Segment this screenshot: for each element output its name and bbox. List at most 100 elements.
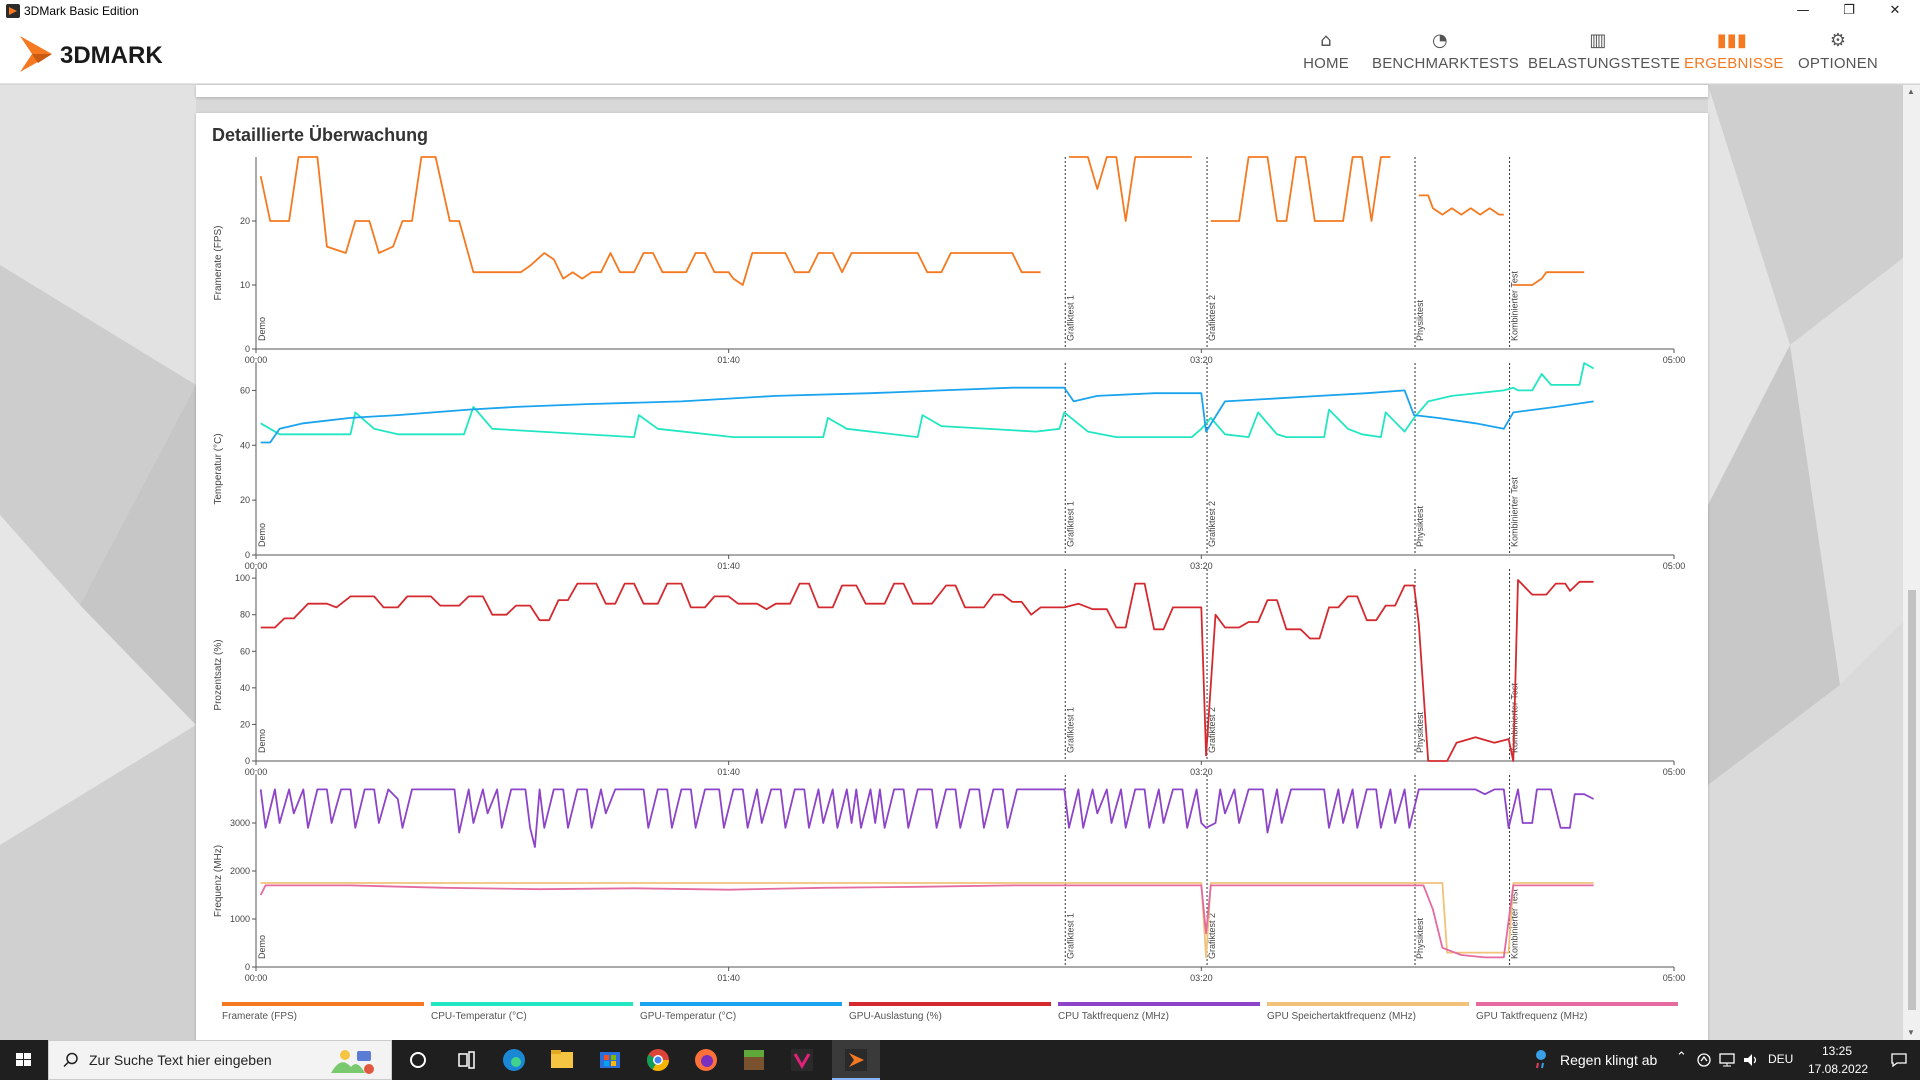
chart-1-y-axis-label: Temperatur (°C): [213, 433, 224, 504]
legend-item-label: GPU-Auslastung (%): [849, 1011, 942, 1022]
chart-2-y-tick-label: 40: [240, 683, 250, 693]
edge-icon[interactable]: [490, 1040, 538, 1080]
chart-2-y-tick-label: 60: [240, 646, 250, 656]
minecraft-icon[interactable]: [730, 1040, 778, 1080]
store-icon[interactable]: [586, 1040, 634, 1080]
chart-3-test-marker-label: Grafiktest 2: [1207, 913, 1217, 959]
chart-3-y-tick-label: 2000: [230, 866, 250, 876]
chrome-icon[interactable]: [634, 1040, 682, 1080]
legend-swatch: [1058, 1002, 1260, 1006]
chart-1-test-marker-label: Grafiktest 1: [1065, 501, 1075, 547]
gauge-icon: ◔: [1432, 30, 1448, 51]
legend-item-label: GPU Taktfrequenz (MHz): [1476, 1011, 1588, 1022]
taskbar-search-box[interactable]: Zur Suche Text hier eingeben: [48, 1040, 392, 1080]
search-icon: [63, 1052, 78, 1068]
3dmark-app-icon: [6, 4, 20, 18]
nav-optionen[interactable]: ⚙ OPTIONEN: [1796, 28, 1880, 82]
chart-0-series-0-line: [259, 156, 1041, 286]
chart-0-test-marker-label: Demo: [257, 317, 267, 341]
chart-0-x-tick-label: 05:00: [1663, 355, 1686, 365]
chart-1-x-tick-label: 03:20: [1190, 561, 1213, 571]
chart-1-x-tick-label: 05:00: [1663, 561, 1686, 571]
nav-belastungsteste-label: BELASTUNGSTESTE: [1528, 55, 1681, 72]
onedrive-icon[interactable]: [1696, 1052, 1712, 1068]
file-explorer-icon[interactable]: [538, 1040, 586, 1080]
gear-icon: ⚙: [1829, 30, 1847, 51]
chart-2-test-marker-label: Demo: [257, 729, 267, 753]
chart-3-series-2-line: [259, 884, 1594, 959]
nav-ergebnisse-label: ERGEBNISSE: [1684, 55, 1784, 72]
window-titlebar: 3DMark Basic Edition — ❐ ✕: [0, 0, 1920, 22]
nav-home-label: HOME: [1303, 55, 1349, 72]
chart-3-test-marker-label: Grafiktest 1: [1065, 913, 1075, 959]
chart-0-y-axis-label: Framerate (FPS): [213, 225, 224, 300]
task-view-icon[interactable]: [442, 1040, 490, 1080]
chart-2-y-tick-label: 80: [240, 610, 250, 620]
detailed-monitoring-card: Detaillierte Überwachung 0 10 20 Framerate …: [196, 113, 1708, 1040]
nav-belastungsteste[interactable]: ▥ BELASTUNGSTESTE: [1528, 28, 1681, 82]
volume-icon[interactable]: [1742, 1052, 1760, 1068]
language-indicator[interactable]: DEU: [1768, 1052, 1794, 1066]
chart-2-x-tick-label: 00:00: [245, 767, 268, 777]
chart-3-x-tick-label: 00:00: [245, 973, 268, 983]
3dmark-icon[interactable]: [832, 1040, 880, 1080]
home-icon: ⌂: [1320, 30, 1332, 51]
chart-1-y-tick-label: 20: [240, 495, 250, 505]
window-title: 3DMark Basic Edition: [24, 4, 139, 18]
restore-button[interactable]: ❐: [1843, 3, 1855, 18]
chart-2-test-marker-label: Physiktest: [1415, 711, 1425, 753]
chart-2-y-tick-label: 0: [245, 756, 250, 766]
minimize-button[interactable]: —: [1796, 3, 1810, 18]
previous-card: [196, 85, 1708, 97]
close-button[interactable]: ✕: [1889, 3, 1901, 18]
logo-text: 3DMARK: [60, 42, 163, 69]
legend-swatch: [1476, 1002, 1678, 1006]
scrollbar[interactable]: ▲ ▼: [1903, 85, 1920, 1040]
nav-home[interactable]: ⌂ HOME: [1296, 28, 1356, 82]
cortana-icon[interactable]: [394, 1040, 442, 1080]
windows-start-icon[interactable]: [0, 1040, 48, 1080]
nav-optionen-label: OPTIONEN: [1798, 55, 1878, 72]
chart-0-test-marker-label: Physiktest: [1415, 299, 1425, 341]
chart-3-test-marker-label: Demo: [257, 935, 267, 959]
show-hidden-icons-icon[interactable]: ⌃: [1676, 1050, 1687, 1065]
scrollbar-thumb[interactable]: [1908, 590, 1916, 1010]
nav-ergebnisse[interactable]: ▮▮▮ ERGEBNISSE: [1684, 28, 1784, 82]
chart-0-test-marker-label: Grafiktest 1: [1065, 295, 1075, 341]
clock-time[interactable]: 13:25: [1822, 1044, 1853, 1058]
chart-1-y-tick-label: 60: [240, 385, 250, 395]
windows-taskbar: Zur Suche Text hier eingeben Regen: [0, 1040, 1920, 1080]
chart-3-x-tick-label: 03:20: [1190, 973, 1213, 983]
section-title: Detaillierte Überwachung: [212, 125, 429, 145]
notifications-icon[interactable]: [1890, 1052, 1908, 1068]
chart-0-test-marker-label: Kombinierter Test: [1510, 271, 1520, 341]
weather-status[interactable]: Regen klingt ab: [1560, 1052, 1658, 1068]
firefox-icon[interactable]: [682, 1040, 730, 1080]
chart-0-x-tick-label: 00:00: [245, 355, 268, 365]
chart-3-y-tick-label: 0: [245, 962, 250, 972]
scroll-up-arrow[interactable]: ▲: [1907, 87, 1915, 96]
weather-icon[interactable]: [1534, 1048, 1548, 1072]
chart-1-y-tick-label: 40: [240, 440, 250, 450]
nav-benchmarktests[interactable]: ◔ BENCHMARKTESTS: [1372, 28, 1519, 82]
chart-3-series-0-line: [259, 788, 1595, 848]
network-icon[interactable]: [1718, 1052, 1736, 1068]
vpn-icon[interactable]: [778, 1040, 826, 1080]
weather-search-highlight-icon: [331, 1050, 374, 1074]
chart-3-x-tick-label: 01:40: [717, 973, 740, 983]
chart-0-x-tick-label: 01:40: [717, 355, 740, 365]
app-header: 3DMARK ⌂ HOME ◔ BENCHMARKTESTS ▥ BELASTU…: [0, 22, 1920, 84]
scroll-down-arrow[interactable]: ▼: [1907, 1028, 1915, 1037]
clock-date[interactable]: 17.08.2022: [1808, 1062, 1869, 1076]
chart-3-y-axis-label: Frequenz (MHz): [213, 845, 224, 917]
chart-1-x-tick-label: 00:00: [245, 561, 268, 571]
chart-1-test-marker-label: Grafiktest 2: [1207, 501, 1217, 547]
monitoring-charts: 0 10 20 Framerate (FPS) 00:00 01:40 03:20 05:00…: [213, 156, 1686, 1022]
chart-0-y-tick-label: 10: [240, 280, 250, 290]
chart-1-test-marker-label: Demo: [257, 523, 267, 547]
chart-1-series-1-line: [260, 386, 1594, 444]
3dmark-logo: 3DMARK: [20, 36, 163, 72]
chart-2-x-tick-label: 05:00: [1663, 767, 1686, 777]
chart-2-test-marker-label: Grafiktest 2: [1207, 707, 1217, 753]
legend-swatch: [222, 1002, 424, 1006]
